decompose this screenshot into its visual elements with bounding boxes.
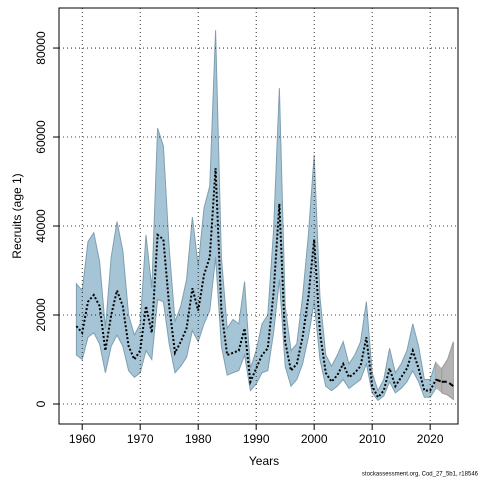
y-tick-label: 20000 [34, 298, 48, 332]
plot-frame [58, 7, 459, 425]
y-tick-label: 80000 [34, 31, 48, 65]
x-tick-label: 2010 [359, 432, 386, 446]
y-tick-label: 40000 [34, 209, 48, 243]
x-tick-label: 2020 [417, 432, 444, 446]
x-axis-label: Years [249, 454, 279, 468]
confidence-band [441, 341, 454, 401]
footer: stockassessment.org, Cod_27_5b1, r18546 [362, 472, 479, 478]
x-tick-label: 2000 [301, 432, 328, 446]
median-line [441, 380, 454, 387]
x-tick-label: 1970 [127, 432, 154, 446]
y-tick-label: 60000 [34, 120, 48, 154]
y-axis-label: Recruits (age 1) [10, 173, 24, 258]
band-connector [435, 361, 442, 393]
x-tick-label: 1960 [69, 432, 96, 446]
y-tick-label: 0 [34, 400, 48, 407]
x-tick-label: 1990 [243, 432, 270, 446]
line-connector [435, 378, 443, 383]
x-tick-label: 1980 [185, 432, 212, 446]
